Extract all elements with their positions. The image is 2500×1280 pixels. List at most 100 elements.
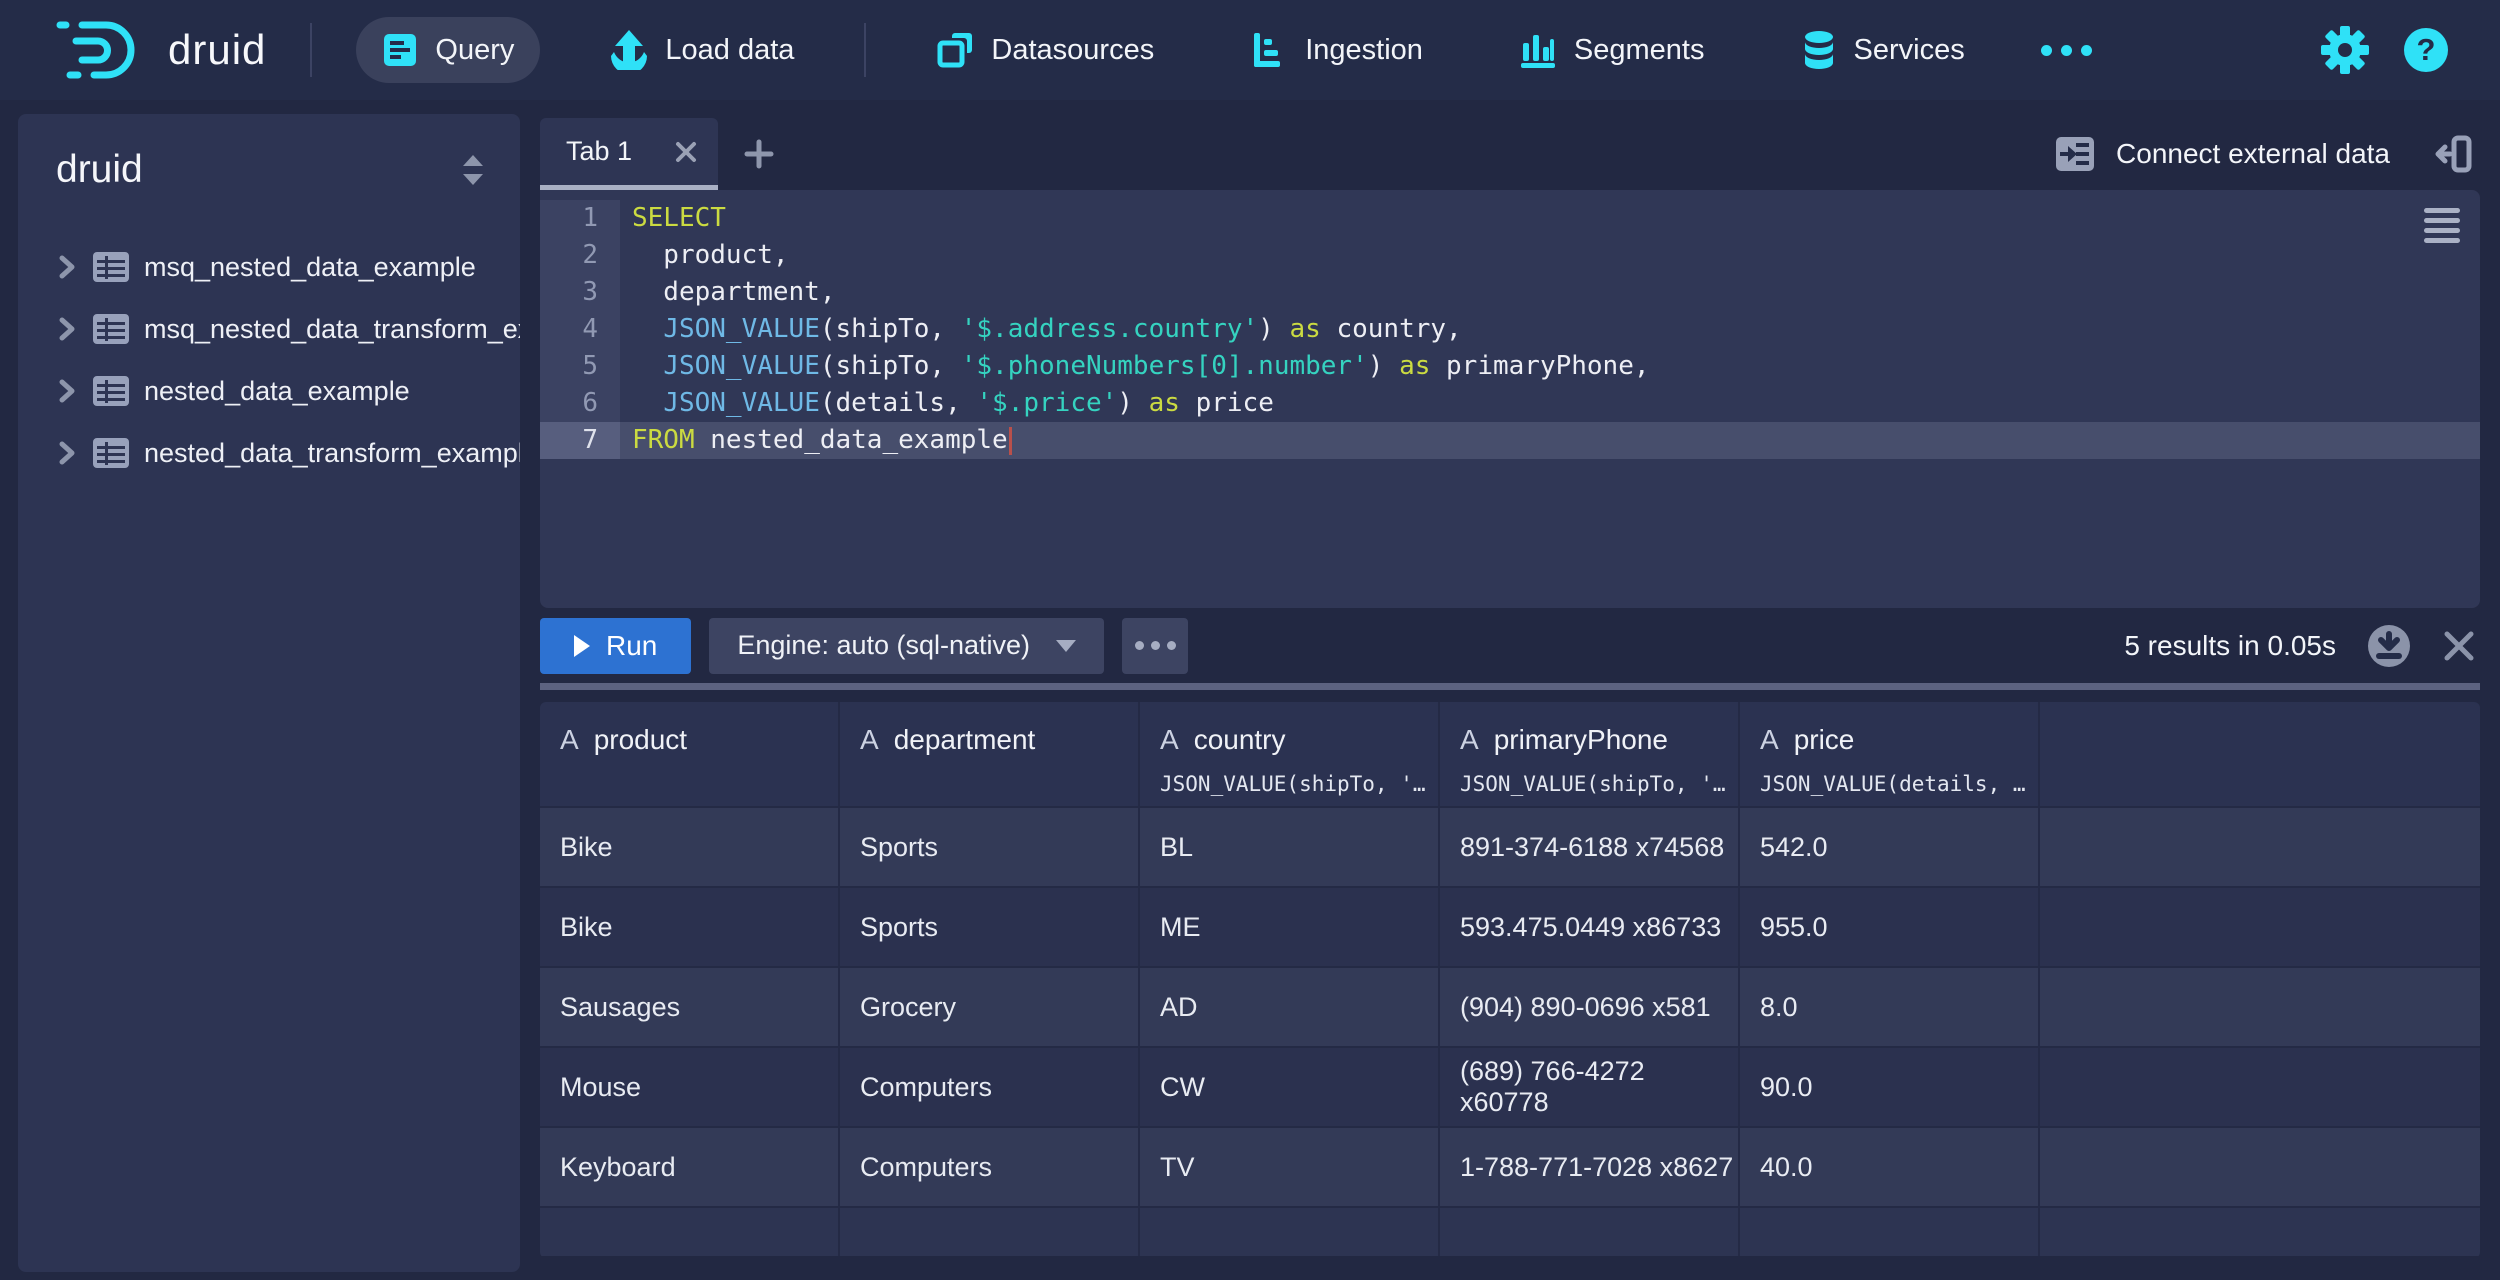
column-expression: JSON_VALUE(shipTo, '… xyxy=(1160,772,1426,796)
table-cell[interactable]: 955.0 xyxy=(1740,888,2040,966)
table-icon xyxy=(92,251,130,283)
table-cell[interactable]: CW xyxy=(1140,1048,1440,1126)
editor-line[interactable]: 5 JSON_VALUE(shipTo, '$.phoneNumbers[0].… xyxy=(540,348,2480,385)
table-icon xyxy=(92,313,130,345)
run-button[interactable]: Run xyxy=(540,617,692,674)
editor-line[interactable]: 1 SELECT xyxy=(540,200,2480,237)
chevron-down-icon xyxy=(1056,639,1077,652)
column-name: primaryPhone xyxy=(1493,724,1668,755)
datasource-name: nested_data_example xyxy=(144,375,410,406)
tree-item-datasource[interactable]: nested_data_transform_exampl xyxy=(18,422,520,484)
sql-editor[interactable]: 1 SELECT 2 product, 3 department, 4 JSON… xyxy=(540,190,2480,608)
chevron-right-icon[interactable] xyxy=(56,378,78,404)
tab-bar: Tab 1 Connect external data xyxy=(540,100,2480,190)
line-number: 7 xyxy=(540,422,620,459)
table-cell[interactable]: Mouse xyxy=(540,1048,840,1126)
nav-more-button[interactable] xyxy=(2035,44,2098,56)
editor-line[interactable]: 4 JSON_VALUE(shipTo, '$.address.country'… xyxy=(540,311,2480,348)
table-cell[interactable]: 891-374-6188 x74568 xyxy=(1440,808,1740,886)
tree-item-datasource[interactable]: msq_nested_data_transform_ex xyxy=(18,298,520,360)
table-cell[interactable]: 90.0 xyxy=(1740,1048,2040,1126)
table-cell[interactable]: 593.475.0449 x86733 xyxy=(1440,888,1740,966)
string-type-icon: A xyxy=(1160,724,1179,755)
nav-item-label: Datasources xyxy=(991,33,1155,66)
code-text: department, xyxy=(632,277,836,307)
sort-double-caret-icon[interactable] xyxy=(460,153,486,187)
pane-splitter[interactable] xyxy=(540,683,2480,690)
nav-item-load-data[interactable]: Load data xyxy=(584,15,820,85)
table-cell[interactable]: Sports xyxy=(840,888,1140,966)
table-cell[interactable]: (689) 766-4272 x60778 xyxy=(1440,1048,1740,1126)
table-cell[interactable]: 1-788-771-7028 x8627 xyxy=(1440,1128,1740,1206)
table-cell[interactable]: TV xyxy=(1140,1128,1440,1206)
tree-item-datasource[interactable]: msq_nested_data_example xyxy=(18,236,520,298)
table-cell[interactable]: 40.0 xyxy=(1740,1128,2040,1206)
table-cell[interactable]: Computers xyxy=(840,1048,1140,1126)
nav-item-label: Ingestion xyxy=(1305,33,1423,66)
nav-item-segments[interactable]: Segments xyxy=(1493,16,1731,84)
tab-close-icon[interactable] xyxy=(674,140,698,164)
editor-line[interactable]: 7 FROM nested_data_example xyxy=(540,422,2480,459)
table-cell[interactable]: AD xyxy=(1140,968,1440,1046)
table-cell[interactable]: (904) 890-0696 x581 xyxy=(1440,968,1740,1046)
empty-cell xyxy=(2040,1208,2480,1256)
table-cell[interactable]: 542.0 xyxy=(1740,808,2040,886)
chevron-right-icon[interactable] xyxy=(56,316,78,342)
ingestion-icon xyxy=(1250,31,1288,69)
column-header[interactable]: A product xyxy=(540,702,840,806)
nav-item-datasources[interactable]: Datasources xyxy=(910,16,1180,84)
table-cell[interactable]: Bike xyxy=(540,808,840,886)
nav-item-query[interactable]: Query xyxy=(356,17,541,83)
datasources-icon xyxy=(936,31,974,69)
tab-1[interactable]: Tab 1 xyxy=(540,118,718,190)
table-cell[interactable]: Keyboard xyxy=(540,1128,840,1206)
column-header[interactable]: A price JSON_VALUE(details, … xyxy=(1740,702,2040,806)
line-number: 1 xyxy=(540,200,620,237)
editor-line[interactable]: 6 JSON_VALUE(details, '$.price') as pric… xyxy=(540,385,2480,422)
editor-line[interactable]: 2 product, xyxy=(540,237,2480,274)
query-more-button[interactable] xyxy=(1122,617,1189,674)
collapse-panel-icon[interactable] xyxy=(2430,132,2474,176)
table-cell[interactable]: Sausages xyxy=(540,968,840,1046)
table-cell[interactable]: Sports xyxy=(840,808,1140,886)
chevron-right-icon[interactable] xyxy=(56,440,78,466)
column-name: department xyxy=(893,724,1036,755)
code-text: product, xyxy=(632,240,789,270)
help-icon[interactable]: ? xyxy=(2404,28,2448,72)
tree-item-datasource[interactable]: nested_data_example xyxy=(18,360,520,422)
code-text: SELECT xyxy=(632,203,726,233)
engine-select[interactable]: Engine: auto (sql-native) xyxy=(709,617,1105,674)
chevron-right-icon[interactable] xyxy=(56,254,78,280)
editor-menu-icon[interactable] xyxy=(2424,208,2460,248)
column-header[interactable]: A primaryPhone JSON_VALUE(shipTo, '… xyxy=(1440,702,1740,806)
druid-logo[interactable]: druid xyxy=(52,17,266,83)
table-cell[interactable]: Computers xyxy=(840,1128,1140,1206)
table-cell[interactable]: 8.0 xyxy=(1740,968,2040,1046)
code-text: JSON_VALUE(shipTo, '$.phoneNumbers[0].nu… xyxy=(663,351,1650,381)
close-results-icon[interactable] xyxy=(2442,629,2476,663)
line-number: 3 xyxy=(540,274,620,311)
header-filler-cell xyxy=(2040,702,2480,806)
column-expression: JSON_VALUE(details, … xyxy=(1760,772,2026,796)
nav-item-services[interactable]: Services xyxy=(1775,15,1991,85)
table-cell[interactable]: Grocery xyxy=(840,968,1140,1046)
table-cell[interactable]: Bike xyxy=(540,888,840,966)
run-button-label: Run xyxy=(606,629,658,661)
play-icon xyxy=(574,634,590,657)
connect-external-data-button[interactable]: Connect external data xyxy=(2054,135,2390,173)
table-cell[interactable]: ME xyxy=(1140,888,1440,966)
editor-line[interactable]: 3 department, xyxy=(540,274,2480,311)
column-header[interactable]: A department xyxy=(840,702,1140,806)
table-row: Sausages Grocery AD (904) 890-0696 x581 8.0 xyxy=(540,968,2480,1048)
editor-lines: 1 SELECT 2 product, 3 department, 4 JSON… xyxy=(540,200,2480,459)
table-cell[interactable]: BL xyxy=(1140,808,1440,886)
settings-gear-icon[interactable] xyxy=(2320,25,2370,75)
tab-label: Tab 1 xyxy=(566,136,633,166)
add-tab-button[interactable] xyxy=(744,118,774,190)
code-text: JSON_VALUE(details, '$.price') as price xyxy=(663,388,1274,418)
column-header[interactable]: A country JSON_VALUE(shipTo, '… xyxy=(1140,702,1440,806)
download-results-icon[interactable] xyxy=(2366,623,2412,669)
row-filler-cell xyxy=(2040,808,2480,886)
druid-logo-icon xyxy=(52,17,148,83)
nav-item-ingestion[interactable]: Ingestion xyxy=(1224,16,1449,84)
